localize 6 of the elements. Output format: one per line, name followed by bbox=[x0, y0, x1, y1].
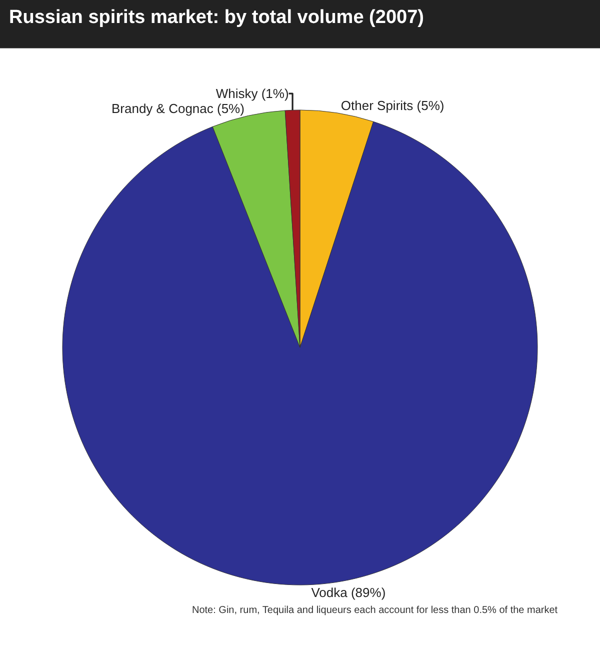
slice-label: Whisky (1%) bbox=[216, 86, 289, 102]
chart-title: Russian spirits market: by total volume (2007) bbox=[9, 7, 424, 28]
slice-label: Brandy & Cognac (5%) bbox=[111, 101, 244, 116]
slice-label: Vodka (89%) bbox=[311, 584, 386, 600]
slice-label: Other Spirits (5%) bbox=[340, 98, 444, 114]
text: Note: Gin, rum, Tequila and liqueurs each account for less than 0.5% of the market bbox=[192, 605, 558, 616]
